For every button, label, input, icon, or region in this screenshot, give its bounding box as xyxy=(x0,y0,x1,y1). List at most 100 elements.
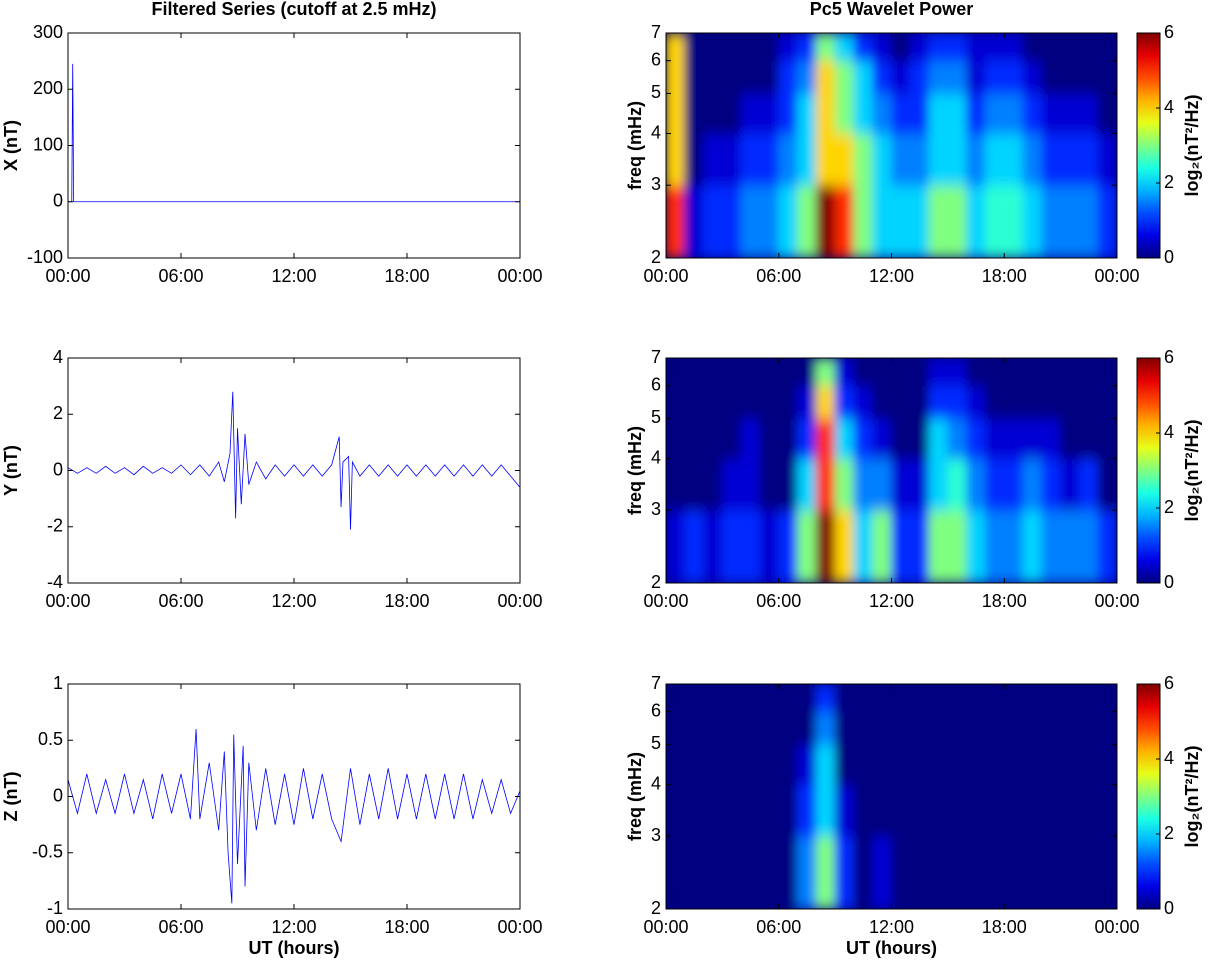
x-tick-label: 00:00 xyxy=(643,266,688,286)
heatmap-cell xyxy=(947,743,968,786)
heatmap-cell xyxy=(797,417,817,460)
heatmap-cell xyxy=(778,711,799,745)
colorbar-tick-label: 6 xyxy=(1164,22,1174,42)
colorbar-label: log₂(nT²/Hz) xyxy=(1182,420,1202,522)
colorbar-tick-label: 4 xyxy=(1164,422,1174,442)
heatmap-cell xyxy=(834,784,855,837)
y-tick-label: 6 xyxy=(651,374,661,394)
heatmap-cell xyxy=(853,358,874,387)
heatmap-cell xyxy=(1097,385,1117,419)
heatmap-cell xyxy=(815,358,836,387)
heatmap-cell xyxy=(740,60,761,94)
heatmap-cell xyxy=(966,358,986,387)
heatmap-cell xyxy=(684,743,705,786)
heatmap-cell xyxy=(797,358,817,387)
y-tick-label: 7 xyxy=(651,22,661,42)
heatmap-cell xyxy=(984,92,1005,135)
heatmap-cell xyxy=(778,743,799,786)
heatmap-cell xyxy=(721,784,742,837)
x-tick-label: 00:00 xyxy=(1094,917,1139,937)
heatmap-cell xyxy=(853,784,874,837)
heatmap-cell xyxy=(984,417,1005,460)
heatmap-cell xyxy=(684,684,705,713)
heatmap-cell xyxy=(984,711,1005,745)
colorbar xyxy=(1136,32,1161,259)
heatmap-cell xyxy=(797,60,817,94)
heatmap-cell xyxy=(1041,835,1062,909)
heatmap-cell xyxy=(1041,743,1062,786)
heatmap-cell xyxy=(721,835,742,909)
heatmap-cell xyxy=(1097,743,1117,786)
heatmap-cell xyxy=(721,358,742,387)
y-tick-label: -2 xyxy=(47,516,63,536)
heatmap-cell xyxy=(721,509,742,583)
y-tick-label: 4 xyxy=(651,122,661,142)
heatmap-cell xyxy=(684,458,705,511)
y-axis-label: freq (mHz) xyxy=(625,101,645,190)
panel-title: Filtered Series (cutoff at 2.5 mHz) xyxy=(151,0,436,19)
heatmap-cell xyxy=(947,784,968,837)
heatmap-cell xyxy=(872,509,892,583)
x-tick-label: 12:00 xyxy=(271,917,316,937)
heatmap-cell xyxy=(797,184,817,258)
heatmap-cell xyxy=(1078,509,1099,583)
heatmap-cell xyxy=(666,509,686,583)
heatmap-cell xyxy=(928,743,949,786)
line-series xyxy=(67,391,521,530)
heatmap-cell xyxy=(1078,684,1099,713)
heatmap-cell xyxy=(1041,33,1062,62)
heatmap-cell xyxy=(1022,385,1043,419)
heatmap-cell xyxy=(684,711,705,745)
heatmap-cell xyxy=(1003,33,1024,62)
heatmap-cell xyxy=(872,458,892,511)
plot-bg xyxy=(68,358,520,583)
heatmap-cell xyxy=(759,92,780,135)
y-tick-label: 300 xyxy=(33,22,63,42)
heatmap-cell xyxy=(666,60,686,94)
heatmap-cell xyxy=(966,417,986,460)
colorbar-tick-label: 6 xyxy=(1164,673,1174,693)
heatmap-cell xyxy=(872,835,892,909)
heatmap-cell xyxy=(797,33,817,62)
heatmap-cell xyxy=(853,60,874,94)
heatmap-cell xyxy=(703,133,723,186)
heatmap-cell xyxy=(1078,711,1099,745)
heatmap-clip xyxy=(666,358,1117,583)
heatmap-cell xyxy=(666,133,686,186)
heatmap-cell xyxy=(1060,358,1080,387)
heatmap-cell xyxy=(891,133,911,186)
y-tick-label: 0 xyxy=(53,785,63,805)
heatmap-cell xyxy=(1060,184,1080,258)
heatmap-cell xyxy=(872,358,892,387)
heatmap-cell xyxy=(721,385,742,419)
heatmap-cell xyxy=(966,509,986,583)
heatmap-cell xyxy=(703,711,723,745)
y-tick-label: -4 xyxy=(47,572,63,592)
heatmap-cell xyxy=(1022,358,1043,387)
heatmap-cell xyxy=(1003,509,1024,583)
heatmap-cell xyxy=(853,509,874,583)
heatmap-cell xyxy=(1078,835,1099,909)
heatmap-cell xyxy=(891,509,911,583)
x-tick-label: 12:00 xyxy=(271,591,316,611)
x-tick-label: 00:00 xyxy=(497,591,542,611)
plot-bg xyxy=(68,33,520,258)
colorbar-tick-label: 4 xyxy=(1164,748,1174,768)
heatmap-cell xyxy=(1060,92,1080,135)
y-tick-label: 3 xyxy=(651,174,661,194)
heatmap-cell xyxy=(1022,417,1043,460)
heatmap-cell xyxy=(853,684,874,713)
heatmap-cell xyxy=(703,835,723,909)
heatmap-cell xyxy=(721,92,742,135)
y-axis-label: Y (nT) xyxy=(1,445,21,496)
heatmap-cell xyxy=(815,684,836,713)
heatmap-cell xyxy=(1022,33,1043,62)
heatmap-cell xyxy=(703,417,723,460)
heatmap-cell xyxy=(815,133,836,186)
heatmap-cell xyxy=(891,835,911,909)
heatmap-cell xyxy=(834,385,855,419)
y-tick-label: 0 xyxy=(53,459,63,479)
x-axis-label: UT (hours) xyxy=(249,938,340,958)
y-tick-label: -0.5 xyxy=(32,842,63,862)
heatmap xyxy=(666,33,1117,258)
